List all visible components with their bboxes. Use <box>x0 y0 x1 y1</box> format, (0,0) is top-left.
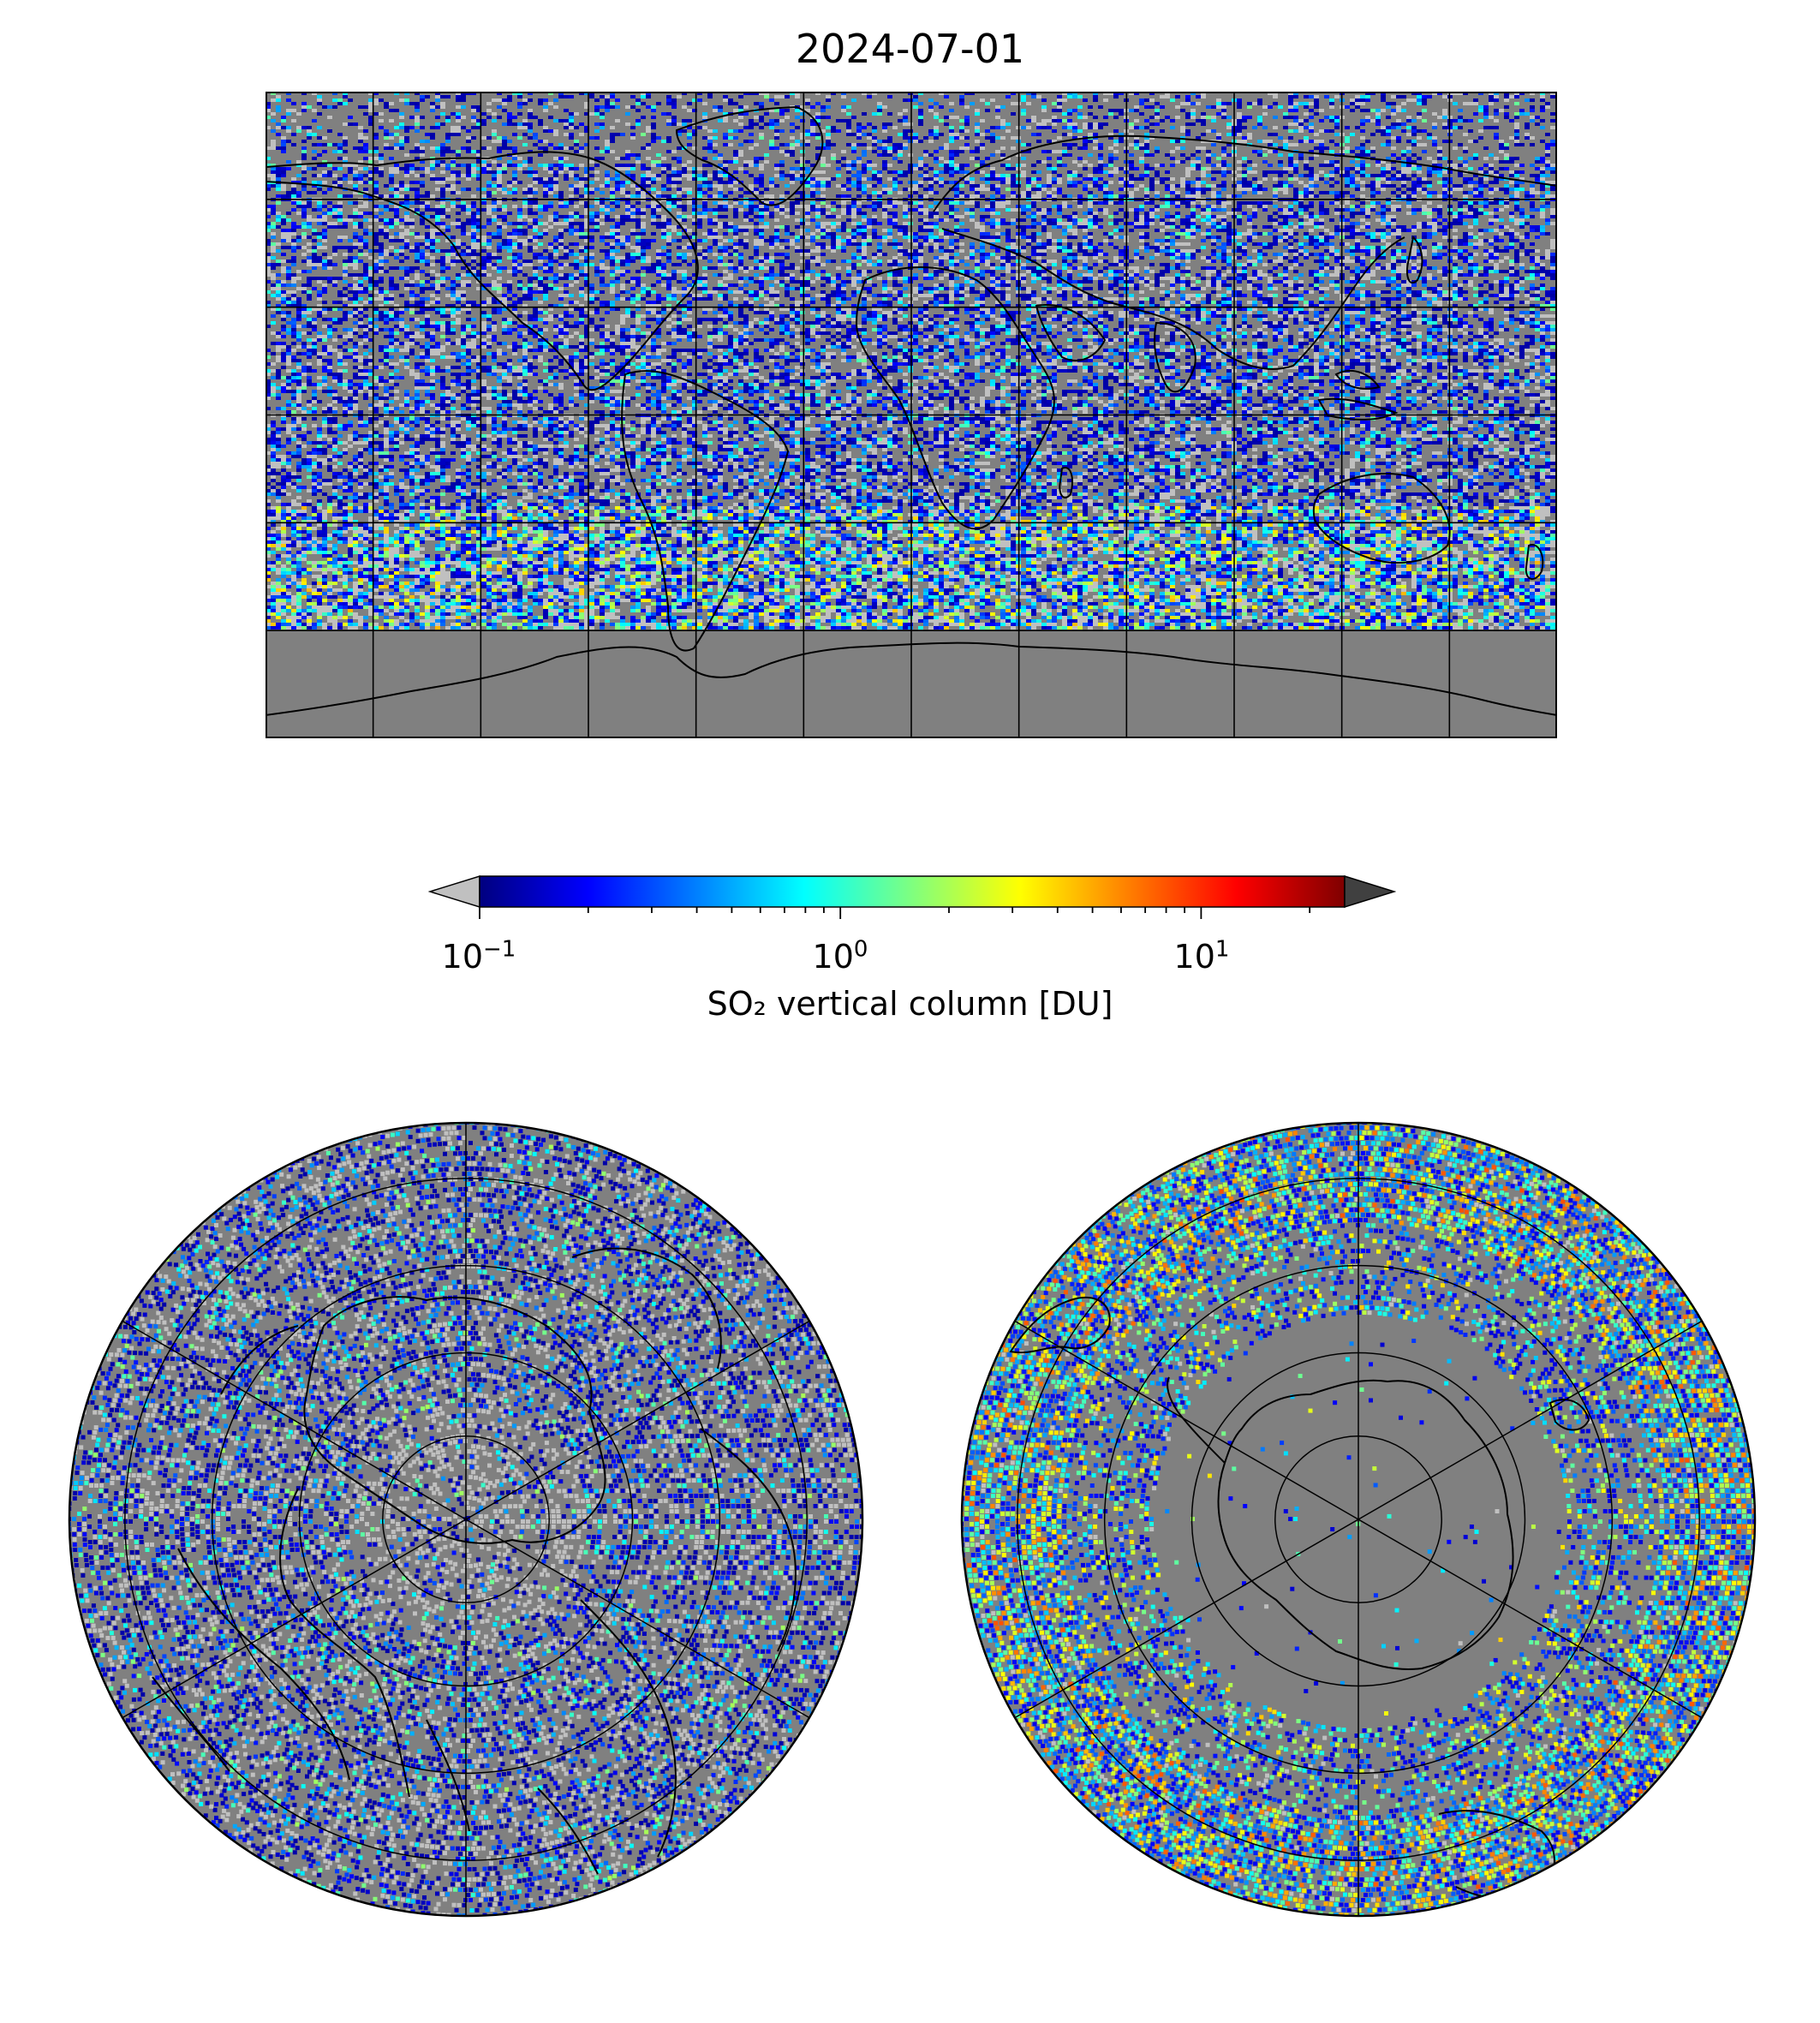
colorbar-under-extension <box>428 874 480 909</box>
colorbar-tick-label-1: 100 <box>813 938 868 976</box>
south-gridlines <box>1014 1123 1703 1916</box>
north-gridlines <box>122 1123 810 1916</box>
south-polar-map <box>960 1121 1757 1918</box>
colorbar-over-extension <box>1344 874 1396 909</box>
colorbar <box>428 874 1396 919</box>
south-so2-pixels <box>962 1123 1755 1916</box>
world-map <box>266 92 1557 738</box>
colorbar-label: SO₂ vertical column [DU] <box>0 985 1820 1023</box>
world-coastlines <box>266 105 1557 716</box>
world-gridlines <box>266 92 1557 738</box>
colorbar-tick-label-2: 101 <box>1174 938 1230 976</box>
world-map-frame <box>266 92 1557 738</box>
colorbar-ramp <box>479 875 1346 908</box>
world-so2-pixels <box>266 92 1557 630</box>
colorbar-ticks <box>479 907 1311 919</box>
south-map-boundary <box>960 1121 1757 1918</box>
figure-title: 2024-07-01 <box>0 26 1820 72</box>
colorbar-tick-label-0: 10−1 <box>442 938 516 976</box>
north-polar-map <box>68 1121 864 1918</box>
north-map-boundary <box>68 1121 864 1918</box>
